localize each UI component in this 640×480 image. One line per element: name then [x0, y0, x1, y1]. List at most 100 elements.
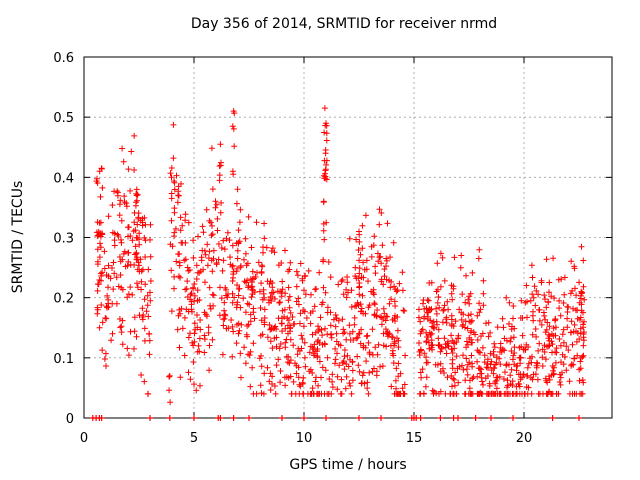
data-point	[466, 318, 473, 325]
data-point	[253, 219, 260, 226]
data-point	[416, 306, 422, 313]
x-tick-label: 0	[80, 431, 88, 446]
data-point	[465, 296, 472, 303]
y-tick-label: 0.5	[53, 111, 74, 126]
data-point	[356, 231, 363, 238]
data-point	[301, 354, 308, 361]
data-point	[94, 246, 101, 253]
data-point	[229, 242, 236, 249]
data-point	[449, 360, 456, 367]
data-point	[260, 286, 267, 293]
x-tick-label: 5	[190, 431, 198, 446]
data-point	[436, 304, 443, 311]
data-point	[365, 390, 372, 397]
data-point	[557, 342, 564, 349]
data-point	[493, 377, 500, 384]
data-point	[227, 261, 234, 268]
data-point	[474, 312, 481, 319]
data-point	[548, 372, 555, 379]
data-point	[553, 390, 560, 397]
data-point	[132, 243, 139, 250]
zero-data-point	[279, 415, 285, 421]
data-point	[224, 294, 231, 301]
data-point	[264, 364, 271, 371]
data-point	[423, 354, 430, 361]
data-point	[508, 366, 515, 373]
data-point	[278, 320, 285, 327]
data-point	[474, 390, 481, 397]
data-point	[320, 199, 327, 206]
data-point	[424, 309, 431, 316]
data-point	[233, 200, 240, 207]
data-point	[517, 360, 524, 367]
data-point	[511, 325, 518, 332]
data-point	[258, 390, 265, 397]
data-point	[452, 369, 459, 376]
data-point	[549, 363, 556, 369]
data-point	[581, 318, 587, 325]
data-point	[384, 313, 391, 320]
data-point	[197, 317, 204, 323]
data-point	[234, 255, 241, 262]
data-point	[346, 380, 353, 387]
data-point	[167, 399, 174, 406]
data-point	[263, 244, 270, 251]
data-point	[355, 362, 362, 369]
data-point	[303, 315, 310, 321]
data-point	[277, 379, 284, 386]
data-point	[138, 278, 145, 285]
data-point	[273, 334, 280, 341]
data-point	[423, 329, 430, 336]
data-point	[449, 383, 455, 390]
data-point	[545, 343, 552, 350]
data-point	[168, 165, 175, 171]
data-point	[448, 321, 455, 328]
chart-title: Day 356 of 2014, SRMTID for receiver nrm…	[190, 16, 498, 32]
data-point	[441, 335, 448, 342]
data-point	[428, 330, 435, 337]
data-point	[171, 285, 177, 292]
data-point	[138, 372, 145, 378]
data-point	[528, 262, 535, 269]
data-point	[136, 312, 143, 319]
data-point	[469, 363, 476, 370]
data-point	[379, 242, 386, 249]
data-point	[196, 335, 203, 342]
data-point	[129, 291, 136, 298]
data-point	[202, 279, 208, 286]
data-point	[359, 222, 366, 229]
data-point	[188, 298, 195, 305]
zero-data-point	[166, 415, 173, 421]
zero-data-point	[576, 415, 582, 421]
data-point	[105, 273, 112, 280]
data-point	[391, 315, 398, 322]
data-point	[480, 381, 486, 388]
data-point	[318, 374, 324, 381]
data-point	[177, 227, 184, 234]
data-point	[347, 337, 354, 343]
data-point	[293, 298, 300, 305]
data-point	[213, 201, 220, 208]
data-point	[209, 231, 216, 238]
data-point	[118, 329, 125, 336]
data-point	[191, 292, 198, 299]
data-point	[110, 286, 117, 293]
data-point	[293, 268, 300, 275]
data-point	[469, 375, 476, 382]
data-point	[360, 369, 367, 376]
data-point	[327, 274, 334, 281]
data-point	[316, 269, 323, 276]
data-point	[530, 317, 537, 324]
data-point	[452, 318, 459, 325]
data-point	[434, 361, 441, 368]
data-point	[466, 385, 473, 392]
data-point	[558, 359, 564, 366]
data-point	[462, 299, 469, 306]
data-point	[555, 276, 562, 283]
data-point	[266, 299, 272, 306]
data-point	[282, 339, 289, 346]
data-point	[374, 250, 381, 257]
data-point	[202, 251, 209, 258]
data-point	[436, 390, 442, 397]
data-point	[316, 358, 323, 365]
